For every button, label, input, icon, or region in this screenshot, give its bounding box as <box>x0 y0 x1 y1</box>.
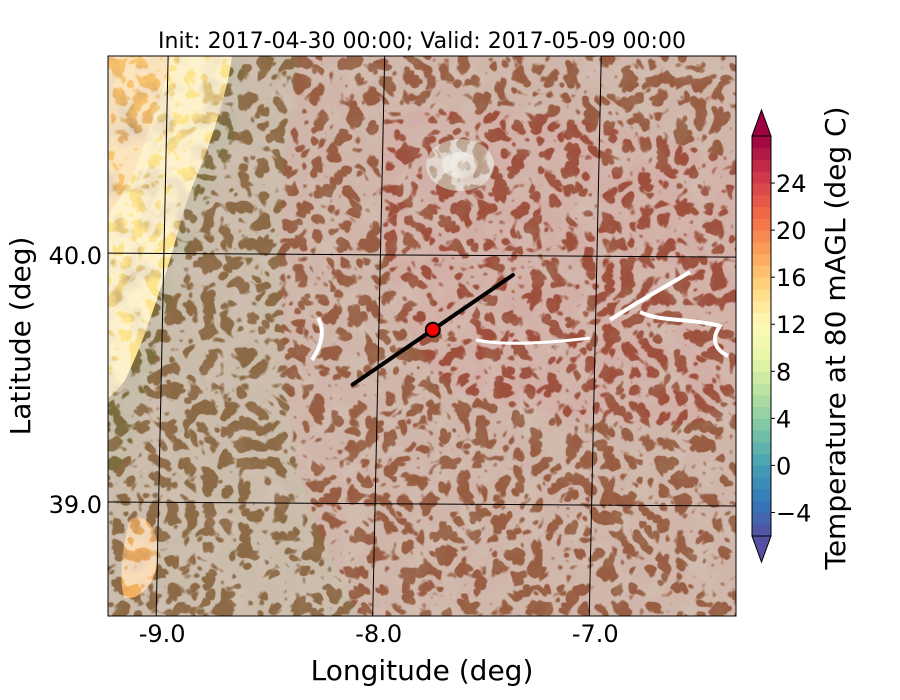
colorbar-bin <box>752 430 771 443</box>
colorbar-bin <box>752 206 771 219</box>
colorbar-tick-label-4: 12 <box>776 311 807 339</box>
colorbar-bin <box>752 194 771 208</box>
graticule <box>108 56 736 616</box>
colorbar-tick-label-6: 20 <box>776 217 807 245</box>
site-marker <box>424 321 441 338</box>
colorbar-bin <box>752 453 771 466</box>
y-axis-ticks: 40.0 39.0 <box>49 242 102 519</box>
colorbar-bin <box>752 147 771 161</box>
x-tick-label-1: -8.0 <box>355 620 402 648</box>
colorbar-bin <box>752 218 771 231</box>
colorbar-extend-max <box>751 108 772 137</box>
map-panel <box>108 56 736 616</box>
colorbar-bin <box>752 277 771 290</box>
parallel-1 <box>108 501 736 507</box>
colorbar-bin <box>752 183 771 196</box>
meridian-2 <box>588 56 602 616</box>
colorbar-bin <box>752 441 771 455</box>
colorbar-bin <box>752 136 771 149</box>
map-frame <box>107 55 737 617</box>
colorbar-tick-label-0: −4 <box>776 499 811 527</box>
colorbar-bin <box>752 171 771 184</box>
colorbar-bin <box>752 465 771 478</box>
colorbar-bin <box>752 383 771 396</box>
colorbar-bin <box>752 253 771 266</box>
colorbar-bin <box>752 359 771 372</box>
colorbar-tick-label-3: 8 <box>776 358 791 386</box>
meridian-1 <box>372 56 386 616</box>
colorbar-tick-label-2: 4 <box>776 405 791 433</box>
colorbar-bin <box>752 324 771 337</box>
river-east <box>608 270 729 358</box>
reservoir-west <box>310 316 324 362</box>
colorbar-bin <box>752 500 771 513</box>
colorbar <box>751 108 772 564</box>
plot-title: Init: 2017-04-30 00:00; Valid: 2017-05-0… <box>158 29 686 54</box>
colorbar-extend-min <box>751 535 772 564</box>
colorbar-bin <box>752 265 771 278</box>
y-tick-label-0: 40.0 <box>49 242 102 270</box>
colorbar-bin <box>752 418 771 431</box>
colorbar-bin <box>752 371 771 384</box>
colorbar-bin <box>752 336 771 349</box>
x-tick-label-2: -7.0 <box>572 620 619 648</box>
colorbar-label: Temperature at 80 mAGL (deg C) <box>819 106 852 570</box>
river-central <box>475 336 591 345</box>
colorbar-bin <box>752 347 771 361</box>
colorbar-tick-label-1: 0 <box>776 452 791 480</box>
meridian-0 <box>155 56 169 616</box>
colorbar-bin <box>752 524 771 537</box>
y-axis-label: Latitude (deg) <box>4 237 37 436</box>
colorbar-bin <box>752 406 771 419</box>
colorbar-tick-label-5: 16 <box>776 264 807 292</box>
parallel-0 <box>108 252 736 258</box>
colorbar-bin <box>752 394 771 408</box>
colorbar-bin <box>752 477 771 490</box>
x-tick-label-0: -9.0 <box>139 620 186 648</box>
colorbar-bin <box>752 300 771 313</box>
colorbar-bin <box>752 159 771 172</box>
x-axis-ticks: -9.0 -8.0 -7.0 <box>139 620 619 648</box>
colorbar-bin <box>752 488 771 502</box>
x-axis-label: Longitude (deg) <box>311 654 534 687</box>
colorbar-bin <box>752 241 771 255</box>
colorbar-ticks: −4 0 4 8 12 16 20 24 <box>771 170 811 527</box>
colorbar-bin <box>752 312 771 325</box>
y-tick-label-1: 39.0 <box>49 491 102 519</box>
colorbar-tick-label-7: 24 <box>776 170 807 198</box>
colorbar-frame <box>751 135 772 537</box>
colorbar-bin <box>752 512 771 525</box>
colorbar-bin <box>752 230 771 243</box>
colorbar-bin <box>752 288 771 302</box>
